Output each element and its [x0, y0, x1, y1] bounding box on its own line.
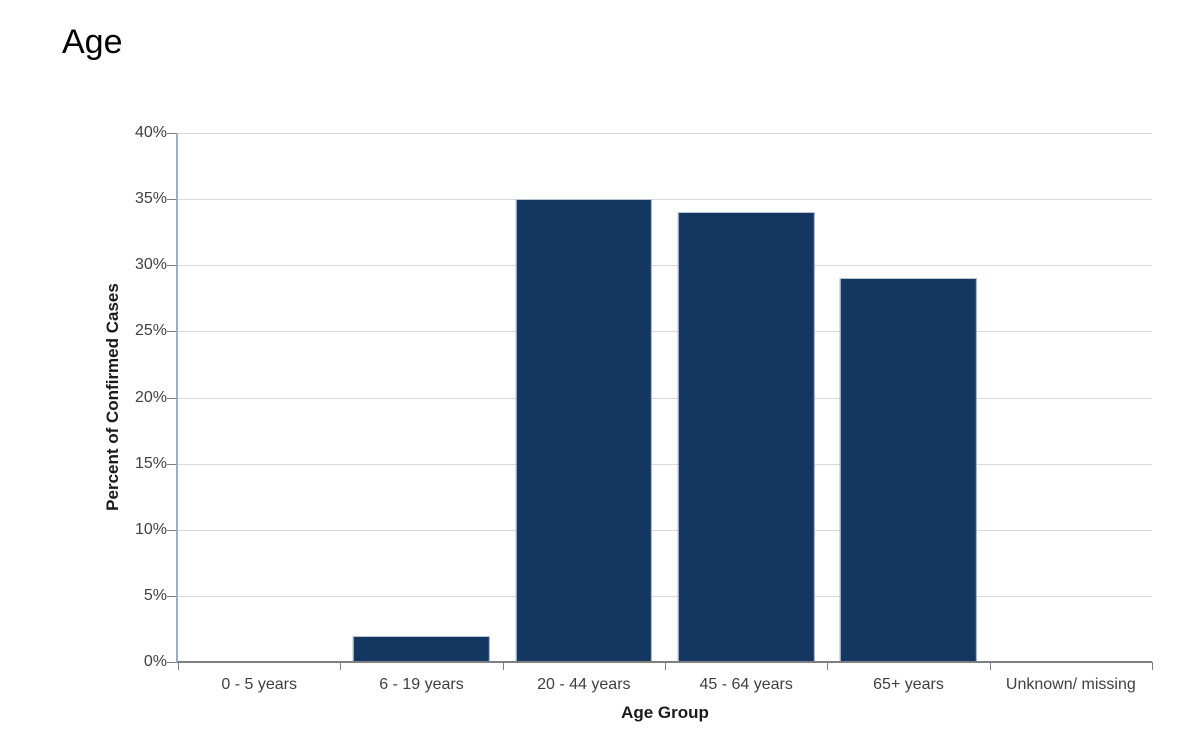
x-tick-label: 45 - 64 years	[699, 676, 793, 693]
x-tick-label: Unknown/ missing	[1005, 676, 1136, 693]
y-tick-label: 25%	[134, 322, 167, 340]
plot-area	[167, 133, 1153, 670]
x-tick-label: 6 - 19 years	[379, 676, 464, 693]
x-tick-mark	[989, 662, 991, 670]
y-tick-labels: 0% 5% 10% 15% 20% 25% 30% 35% 40%	[0, 124, 167, 670]
y-tick-mark	[167, 662, 178, 663]
y-tick-mark	[167, 463, 178, 465]
bar	[515, 199, 652, 662]
y-tick-label: 35%	[134, 190, 167, 208]
y-tick-label: 5%	[143, 586, 167, 604]
y-tick-label: 15%	[134, 454, 167, 472]
y-tick-mark	[167, 133, 178, 134]
x-tick-mark	[340, 662, 342, 670]
y-tick-label: 40%	[134, 124, 167, 141]
category-slot	[990, 133, 1152, 662]
y-tick-mark	[167, 199, 178, 201]
x-tick-labels: 0 - 5 years 6 - 19 years 20 - 44 years 45 -…	[178, 676, 1152, 698]
bar	[677, 212, 815, 662]
y-tick-label: 0%	[143, 653, 167, 670]
gridline	[178, 199, 1152, 201]
gridline	[178, 133, 1152, 134]
chart-title: Age	[62, 23, 123, 61]
y-tick-mark	[167, 529, 178, 531]
category-slot	[340, 133, 502, 662]
gridline	[178, 265, 1152, 267]
category-slot	[827, 133, 989, 662]
y-tick-label: 10%	[134, 520, 167, 538]
bar	[353, 635, 490, 662]
category-slot	[665, 133, 827, 662]
gridline	[178, 463, 1152, 465]
y-tick-label: 20%	[134, 388, 167, 406]
y-tick-mark	[167, 265, 178, 267]
x-tick-mark	[827, 662, 829, 670]
y-axis-line	[176, 133, 178, 662]
y-tick-label: 30%	[134, 256, 167, 274]
gridline	[178, 529, 1152, 531]
y-tick-mark	[167, 397, 178, 399]
x-tick-label: 20 - 44 years	[537, 676, 631, 693]
gridline	[178, 331, 1152, 333]
x-tick-label: 65+ years	[873, 676, 944, 693]
gridline	[178, 595, 1152, 597]
x-tick-mark	[1152, 662, 1153, 670]
x-tick-label: 0 - 5 years	[221, 676, 297, 693]
bar	[840, 278, 977, 662]
x-tick-mark	[178, 662, 179, 670]
x-tick-mark	[502, 662, 504, 670]
x-tick-mark	[665, 662, 666, 670]
y-tick-mark	[167, 595, 178, 597]
category-slot	[178, 133, 340, 662]
y-tick-mark	[167, 331, 178, 333]
category-slot	[503, 133, 665, 662]
gridline	[178, 397, 1152, 399]
x-axis-title: Age Group	[621, 703, 709, 722]
